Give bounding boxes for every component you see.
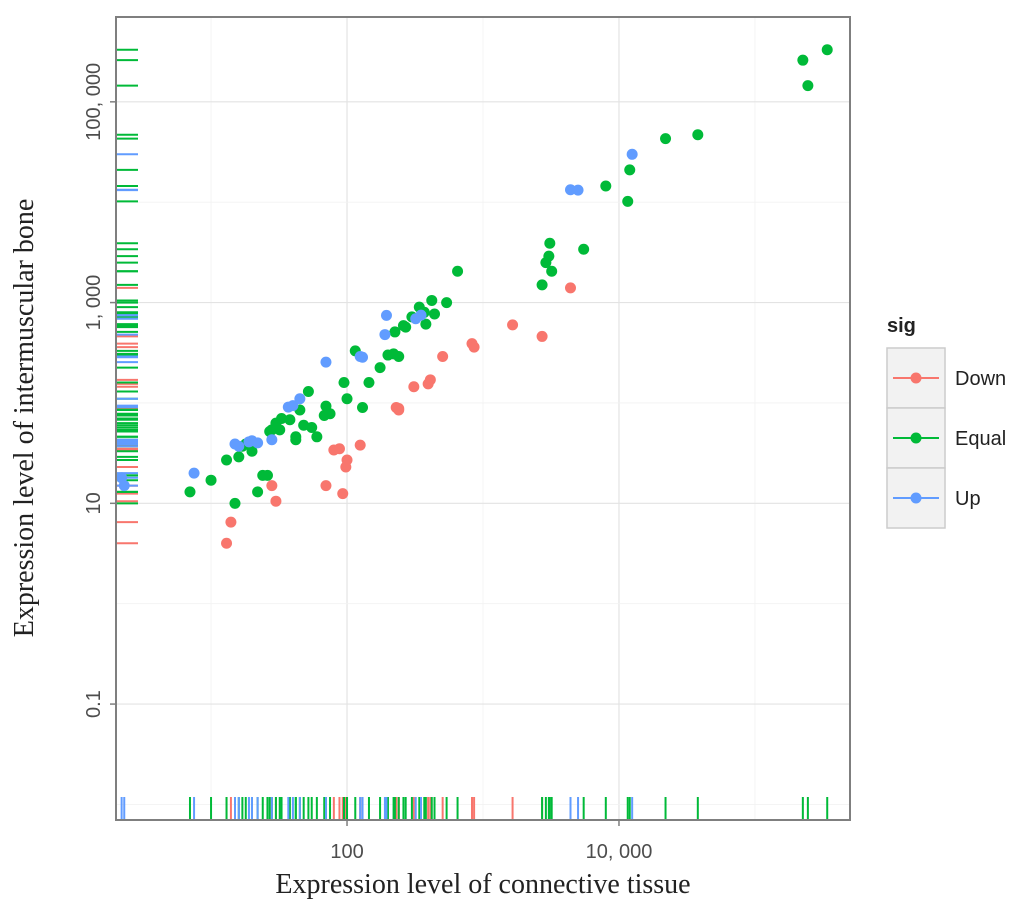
data-point-down — [266, 480, 278, 492]
data-point-down — [408, 381, 420, 393]
data-point-up — [118, 480, 130, 492]
data-point-up — [380, 309, 392, 321]
data-points — [116, 44, 833, 549]
data-point-down — [507, 319, 519, 331]
data-point-equal — [429, 308, 441, 320]
x-axis-label: Expression level of connective tissue — [275, 869, 690, 900]
legend: Down Equal Up — [886, 347, 1006, 529]
data-point-equal — [274, 424, 286, 436]
data-point-equal — [578, 243, 590, 255]
data-point-up — [320, 356, 332, 368]
data-point-down — [225, 516, 237, 528]
data-point-equal — [544, 237, 556, 249]
data-point-equal — [221, 454, 233, 466]
data-point-equal — [338, 376, 350, 388]
data-point-up — [572, 184, 584, 196]
data-point-up — [415, 309, 427, 321]
data-point-equal — [600, 180, 612, 192]
data-point-equal — [341, 393, 353, 405]
legend-key-point — [910, 492, 922, 504]
data-point-equal — [452, 265, 464, 277]
y-tick-label: 1, 000 — [83, 275, 105, 331]
data-point-down — [468, 341, 480, 353]
y-axis-ticks: 0.1 10 1, 000 100, 000 — [83, 63, 116, 718]
data-point-equal — [393, 351, 405, 363]
data-point-equal — [821, 44, 833, 56]
data-point-equal — [536, 279, 548, 291]
data-point-equal — [233, 451, 245, 463]
data-point-equal — [543, 250, 555, 262]
data-point-equal — [624, 164, 636, 176]
data-point-down — [393, 403, 405, 415]
data-point-equal — [692, 129, 704, 141]
data-point-equal — [276, 413, 288, 424]
data-point-equal — [546, 265, 558, 277]
data-point-equal — [426, 294, 438, 306]
data-point-equal — [797, 54, 809, 66]
y-tick-label: 100, 000 — [83, 63, 105, 141]
data-point-down — [320, 480, 332, 492]
x-tick-label: 100 — [330, 841, 363, 863]
data-point-down — [337, 488, 349, 500]
data-point-equal — [324, 408, 336, 420]
data-point-equal — [311, 431, 323, 443]
legend-label-down: Down — [955, 368, 1006, 390]
data-point-up — [252, 437, 264, 449]
data-point-equal — [660, 133, 672, 145]
data-point-equal — [441, 297, 453, 309]
data-point-equal — [284, 414, 296, 426]
data-point-equal — [229, 497, 241, 509]
data-point-up — [266, 434, 278, 446]
x-tick-label: 10, 000 — [586, 841, 653, 863]
data-point-down — [270, 495, 282, 507]
y-tick-label: 0.1 — [83, 690, 105, 718]
data-point-down — [341, 454, 353, 466]
data-point-equal — [389, 326, 401, 338]
data-point-equal — [420, 318, 432, 330]
data-point-up — [357, 351, 369, 363]
data-point-up — [287, 400, 299, 412]
legend-title: sig — [887, 315, 916, 337]
data-point-up — [294, 393, 306, 405]
data-point-equal — [357, 402, 369, 414]
legend-key-point — [910, 432, 922, 444]
data-point-down — [333, 443, 345, 455]
data-point-equal — [306, 421, 318, 433]
data-point-up — [626, 148, 638, 160]
legend-label-up: Up — [955, 488, 981, 510]
data-point-down — [564, 282, 576, 294]
data-point-down — [437, 351, 449, 363]
data-point-equal — [252, 486, 264, 498]
data-point-equal — [374, 362, 386, 374]
data-point-equal — [184, 486, 196, 498]
x-axis-ticks: 100 10, 000 — [330, 820, 652, 863]
data-point-equal — [205, 474, 217, 486]
data-point-equal — [290, 431, 302, 443]
data-point-equal — [400, 321, 412, 333]
data-point-equal — [802, 80, 814, 92]
data-point-equal — [622, 195, 634, 207]
legend-label-equal: Equal — [955, 428, 1006, 450]
y-tick-label: 10 — [83, 492, 105, 514]
data-point-down — [536, 330, 548, 342]
data-point-down — [424, 374, 436, 386]
data-point-up — [379, 329, 391, 341]
data-point-up — [188, 467, 200, 479]
data-point-up — [233, 440, 245, 452]
data-point-equal — [363, 376, 375, 388]
data-point-equal — [302, 386, 314, 398]
legend-key-point — [910, 372, 922, 384]
plot-border — [115, 16, 851, 821]
data-point-equal — [261, 469, 273, 481]
data-point-down — [354, 439, 366, 451]
data-point-down — [221, 537, 233, 549]
rug-marks — [117, 48, 829, 819]
data-point-equal — [246, 445, 258, 457]
y-axis-label: Expression level of intermuscular bone — [9, 199, 40, 638]
